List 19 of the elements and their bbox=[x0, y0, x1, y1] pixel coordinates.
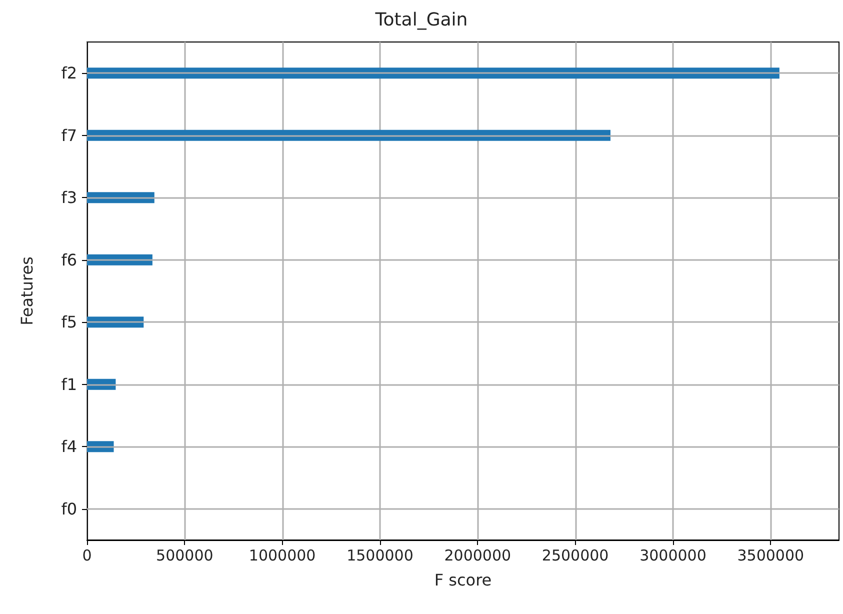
chart-title: Total_Gain bbox=[374, 10, 468, 30]
y-tick-label: f4 bbox=[61, 437, 77, 456]
y-tick-label: f1 bbox=[61, 374, 77, 394]
x-axis-title: F score bbox=[434, 570, 492, 590]
x-tick-label: 2000000 bbox=[444, 546, 512, 564]
y-tick-label: f3 bbox=[61, 188, 77, 208]
y-tick-label: f2 bbox=[61, 64, 77, 83]
x-tick-label: 1500000 bbox=[346, 546, 414, 564]
y-tick-label: f0 bbox=[61, 499, 77, 518]
x-tick-label: 500000 bbox=[156, 546, 214, 564]
x-tick-label: 3500000 bbox=[737, 546, 804, 564]
y-axis-title: Features bbox=[18, 256, 36, 326]
y-tick-label: f6 bbox=[61, 250, 77, 270]
y-tick-label: f5 bbox=[61, 312, 77, 332]
x-tick-label: 1000000 bbox=[248, 546, 316, 564]
x-tick-label: 2500000 bbox=[542, 546, 609, 564]
y-tick-label: f7 bbox=[61, 126, 77, 145]
x-tick-label: 0 bbox=[82, 546, 92, 564]
x-tick-label: 3000000 bbox=[640, 546, 706, 564]
